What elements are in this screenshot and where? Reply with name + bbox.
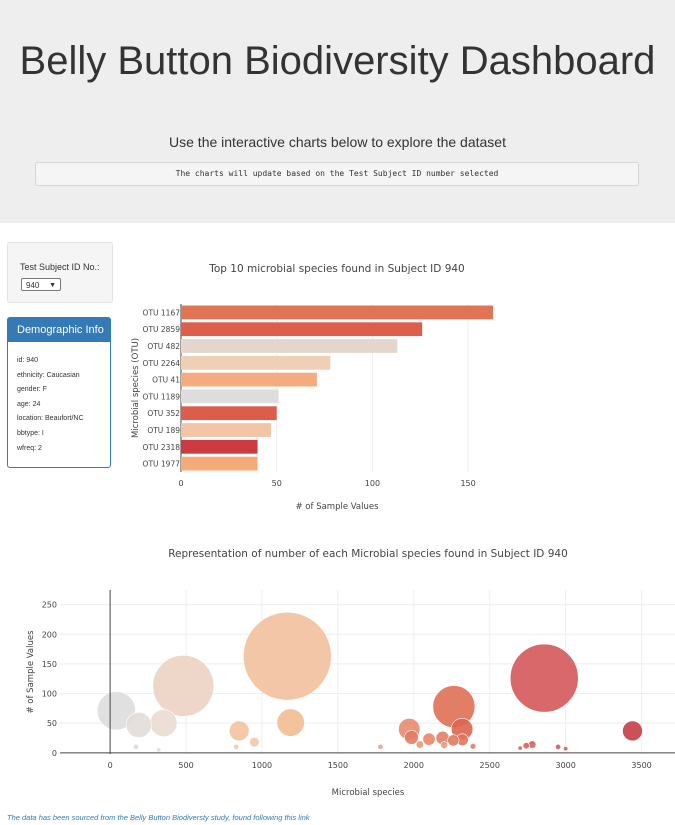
bar xyxy=(181,439,258,454)
bar xyxy=(181,456,258,471)
demographic-row: bbtype: I xyxy=(17,429,44,437)
bar xyxy=(181,339,398,353)
bubble-y-tick-label: 50 xyxy=(47,719,57,728)
bubble-point xyxy=(415,740,424,749)
bubble-point xyxy=(156,747,162,753)
bubble-point xyxy=(125,711,152,738)
footer-note[interactable]: The data has been sourced from the Belly… xyxy=(7,813,310,822)
bubble-y-tick-label: 0 xyxy=(52,749,57,758)
bubble-point xyxy=(555,743,562,750)
bubble-point xyxy=(563,746,569,752)
header-jumbotron: Belly Button Biodiversity Dashboard Use … xyxy=(0,0,675,223)
bar-x-tick-label: 50 xyxy=(272,479,282,488)
bubble-point xyxy=(522,742,530,750)
bubble-point xyxy=(249,736,260,748)
subject-select-label: Test Subject ID No.: xyxy=(20,262,100,272)
bubble-chart: 0 500 1000 1500 2000 2500 3000 3500 0 50 100 150 200… xyxy=(26,590,675,798)
bar xyxy=(181,305,493,320)
demographic-row: location: Beaufort/NC xyxy=(17,415,84,423)
bar-category-label: OTU 41 xyxy=(152,376,180,385)
bubble-y-axis-title: # of Sample Values xyxy=(26,630,36,714)
bar-category-label: OTU 352 xyxy=(147,409,180,418)
bubble-x-tick-label: 1000 xyxy=(252,761,272,770)
bubble-point xyxy=(377,743,384,750)
bar-chart-title: Top 10 microbial species found in Subjec… xyxy=(209,263,465,275)
bar-chart: 0 50 100 150 OTU 1167 OTU 2859 OTU 482 OTU 2264… xyxy=(131,304,493,512)
bubble-x-tick-label: 3000 xyxy=(555,761,575,770)
bubble-y-tick-label: 100 xyxy=(42,690,57,699)
bubble-chart-title: Representation of number of each Microbi… xyxy=(168,548,568,560)
bar-category-label: OTU 1189 xyxy=(143,392,181,401)
bar-category-label: OTU 1977 xyxy=(143,460,181,469)
bubble-point xyxy=(440,741,448,749)
bar-category-label: OTU 1167 xyxy=(143,308,181,317)
bubble-x-axis-title: Microbial species xyxy=(332,788,405,798)
bubble-point xyxy=(422,732,436,746)
bar-category-label: OTU 2859 xyxy=(143,325,181,334)
demographic-row: wfreq: 2 xyxy=(17,444,42,452)
demographic-panel-body: id: 940 ethnicity: Caucasian gender: F age:… xyxy=(8,342,110,456)
bar xyxy=(181,389,279,404)
bubble-x-tick-label: 0 xyxy=(108,761,113,770)
page-title: Belly Button Biodiversity Dashboard xyxy=(19,39,656,83)
demographic-row: gender: F xyxy=(17,386,47,394)
bubble-point xyxy=(228,720,250,742)
info-note: The charts will update based on the Test… xyxy=(35,162,639,186)
bar-x-axis-title: # of Sample Values xyxy=(295,502,379,512)
subject-id-value: 940 xyxy=(26,281,40,290)
bubble-x-tick-label: 500 xyxy=(178,761,193,770)
bubble-point xyxy=(243,611,332,701)
bubble-point xyxy=(149,709,178,737)
bar-x-tick-label: 0 xyxy=(178,479,183,488)
demographic-row: age: 24 xyxy=(17,400,41,408)
bubble-y-tick-label: 150 xyxy=(42,660,57,669)
subject-select-panel: Test Subject ID No.: 940 ▼ xyxy=(7,242,113,303)
bubble-point xyxy=(622,720,643,742)
bubble-x-tick-label: 3500 xyxy=(631,761,651,770)
bubble-point xyxy=(509,643,579,713)
bubble-point xyxy=(132,743,139,750)
demographic-row: ethnicity: Caucasian xyxy=(17,371,80,379)
subject-id-select[interactable]: 940 ▼ xyxy=(21,278,61,291)
bubble-x-tick-label: 2000 xyxy=(404,761,424,770)
bar xyxy=(181,355,331,370)
bar-category-label: OTU 2318 xyxy=(143,443,181,452)
bubble-point xyxy=(276,708,305,737)
bar-y-axis-title: Microbial species (OTU) xyxy=(131,338,141,438)
bubble-x-tick-label: 2500 xyxy=(480,761,500,770)
bubble-point xyxy=(233,743,240,750)
bar xyxy=(181,372,317,387)
bubble-point xyxy=(152,655,215,717)
demographic-row: id: 940 xyxy=(17,357,39,364)
bubble-point xyxy=(447,734,460,747)
bubble-y-tick-label: 250 xyxy=(42,601,57,610)
page-subtitle: Use the interactive charts below to expl… xyxy=(169,134,506,150)
bar xyxy=(181,423,271,437)
bubble-point xyxy=(517,745,523,751)
demographic-panel: Demographic Info id: 940 ethnicity: Cauca… xyxy=(7,317,111,468)
bubble-point xyxy=(528,740,537,749)
bubble-x-tick-label: 1500 xyxy=(328,761,348,770)
bar xyxy=(181,322,423,337)
demographic-panel-title: Demographic Info xyxy=(8,318,110,342)
bar-category-label: OTU 189 xyxy=(147,426,180,435)
bar-category-label: OTU 2264 xyxy=(143,359,181,368)
bar xyxy=(181,406,277,421)
chevron-down-icon: ▼ xyxy=(49,282,56,289)
bubble-y-tick-label: 200 xyxy=(42,630,57,639)
bar-x-tick-label: 150 xyxy=(460,479,475,488)
bar-x-tick-label: 100 xyxy=(365,479,380,488)
bubble-point xyxy=(469,743,477,750)
bar-category-label: OTU 482 xyxy=(147,342,180,351)
bubble-point xyxy=(404,730,419,745)
bubble-point xyxy=(96,691,136,731)
